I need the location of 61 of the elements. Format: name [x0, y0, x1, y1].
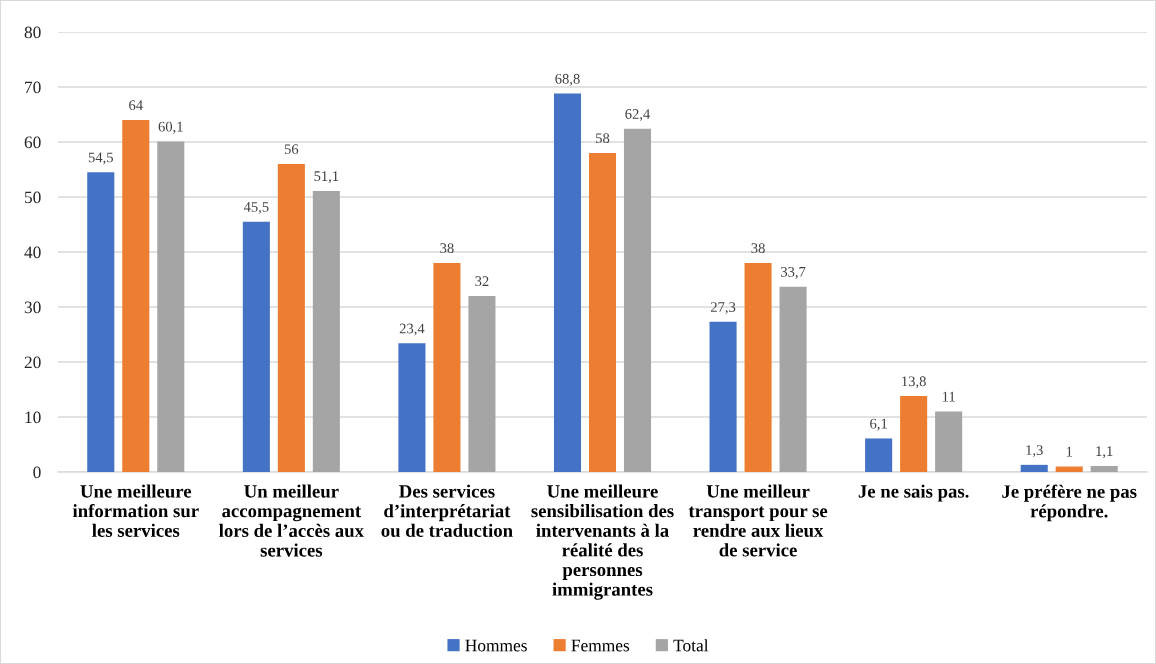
- bar: [277, 164, 305, 472]
- data-label: 62,4: [625, 109, 651, 121]
- bar: [242, 221, 270, 472]
- data-label: 11: [942, 391, 955, 402]
- y-tick-label: 30: [24, 301, 41, 314]
- x-tick-label: Une meilleure information sur les services: [72, 484, 199, 537]
- legend-label: Femmes: [571, 639, 630, 652]
- data-label: 32: [475, 276, 489, 287]
- bar: [1020, 464, 1048, 472]
- y-tick-label: 80: [24, 26, 41, 39]
- data-label: 38: [751, 243, 765, 254]
- bar: [1090, 465, 1118, 472]
- data-label: 68,8: [555, 73, 580, 86]
- data-label: 6,1: [870, 418, 887, 431]
- bar: [709, 321, 737, 472]
- bar: [623, 128, 652, 472]
- data-label: 27,3: [710, 302, 736, 315]
- legend-label: Total: [673, 639, 709, 652]
- data-label: 45,5: [243, 202, 269, 214]
- data-label: 38: [440, 243, 454, 254]
- y-tick-label: 60: [24, 136, 41, 149]
- bar: [122, 120, 150, 472]
- data-label: 23,4: [399, 323, 425, 336]
- data-label: 51,1: [314, 171, 339, 184]
- bar: [935, 411, 963, 472]
- y-tick-label: 40: [24, 246, 41, 259]
- data-label: 13,8: [902, 376, 926, 389]
- y-tick-label: 0: [33, 466, 41, 479]
- x-tick-label: Une meilleur transport pour se rendre aux lieux de service: [688, 484, 828, 557]
- x-tick-label: Des services d’interprétariat ou de traduction: [381, 484, 513, 537]
- data-label: 1,1: [1096, 446, 1113, 459]
- data-label: 1,3: [1026, 445, 1043, 458]
- x-tick-label: Un meilleur accompagnement lors de l’accès aux services: [219, 484, 364, 557]
- bar: [900, 396, 928, 472]
- bar: [588, 153, 617, 472]
- bar: [553, 93, 582, 472]
- data-label: 64: [129, 100, 143, 111]
- bar: [865, 438, 893, 472]
- bar: [779, 286, 807, 472]
- y-tick-label: 20: [24, 356, 41, 369]
- bar: [87, 172, 115, 472]
- bar: [433, 263, 461, 472]
- bar: [157, 141, 185, 472]
- y-tick-label: 70: [25, 81, 41, 94]
- data-label: 1: [1066, 446, 1072, 457]
- x-tick-label: Je préfère ne pas répondre.: [1002, 484, 1137, 522]
- bar: [744, 263, 772, 472]
- data-label: 56: [284, 144, 299, 155]
- legend-label: Hommes: [465, 639, 527, 652]
- bar: [398, 343, 426, 472]
- x-tick-label: Une meilleure sensibilisation des intervenants à la réalité des personnes immigrantes: [531, 484, 674, 600]
- bar: [468, 296, 496, 472]
- data-label: 60,1: [158, 121, 183, 134]
- y-tick-label: 10: [25, 411, 41, 424]
- x-tick-label: Je ne sais pas.: [858, 484, 969, 502]
- bar: [312, 190, 340, 472]
- bar: [1055, 466, 1083, 472]
- data-label: 58: [596, 133, 610, 144]
- y-tick-label: 50: [24, 191, 41, 204]
- data-label: 54,5: [88, 152, 113, 165]
- data-label: 33,7: [781, 266, 806, 279]
